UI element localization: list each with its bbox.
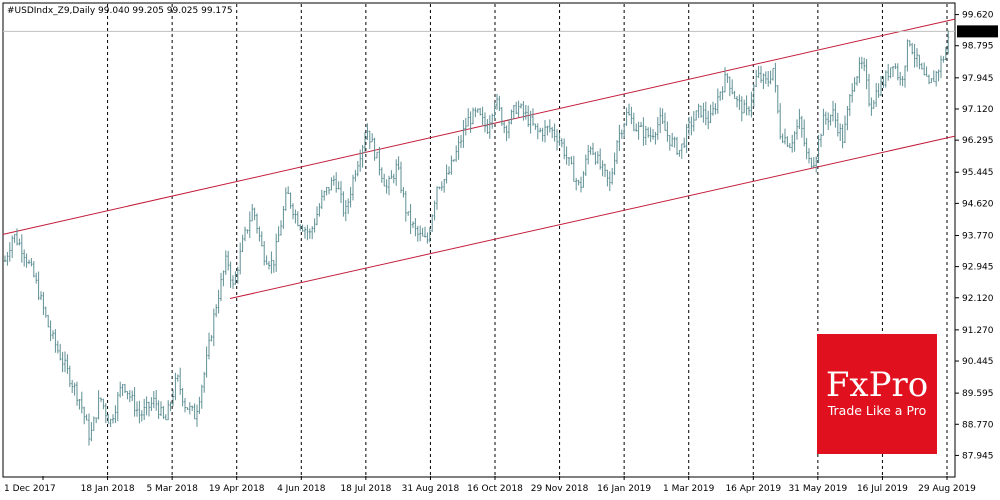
- y-tick-label: 98.795: [962, 42, 994, 52]
- price-badge-background: [957, 25, 998, 38]
- chart-frame: [2, 2, 956, 478]
- y-tick-label: 92.945: [962, 263, 994, 273]
- x-tick-label: 31 May 2019: [789, 484, 848, 494]
- fxpro-logo: FxPro Trade Like a Pro: [817, 334, 937, 454]
- x-tick-label: 16 Jul 2019: [857, 484, 908, 494]
- x-tick-label: 31 Aug 2018: [402, 484, 460, 494]
- x-tick-label: 16 Apr 2019: [725, 484, 781, 494]
- date-axis: 1 Dec 2017 18 Jan 2018 5 Mar 2018 19 Apr 20…: [4, 476, 976, 494]
- x-tick-label: 5 Mar 2018: [146, 484, 198, 494]
- channel-line: [229, 135, 956, 300]
- y-tick-label: 97.120: [962, 105, 994, 115]
- y-tick-label: 99.620: [962, 11, 994, 21]
- x-tick-label: 18 Jul 2018: [340, 484, 391, 494]
- y-tick-label: 91.270: [962, 326, 994, 336]
- chart-header: #USDIndx_Z9,Daily 99.040 99.205 99.025 9…: [7, 6, 233, 16]
- y-tick-label: 97.945: [962, 74, 994, 84]
- y-tick-label: 96.295: [962, 136, 994, 146]
- price-badge-label: 99.175: [960, 27, 992, 37]
- y-tick-label: 87.945: [962, 451, 994, 461]
- x-tick-label: 1 Mar 2019: [663, 484, 715, 494]
- y-tick-label: 89.595: [962, 389, 994, 399]
- trend-channel: [2, 18, 956, 300]
- logo-word: FxPro: [826, 365, 928, 405]
- y-tick-label: 90.445: [962, 357, 994, 367]
- x-tick-label: 29 Aug 2019: [918, 484, 976, 494]
- x-tick-label: 4 Jun 2018: [277, 484, 326, 494]
- y-tick-label: 94.620: [962, 199, 994, 209]
- logo-background: [817, 334, 937, 454]
- price-axis: 99.620 98.795 97.945 97.120 96.295 95.445 94.6…: [955, 11, 994, 461]
- x-tick-label: 1 Dec 2017: [4, 484, 56, 494]
- y-tick-label: 93.770: [962, 231, 994, 241]
- x-tick-label: 18 Jan 2018: [81, 484, 135, 494]
- y-tick-label: 88.770: [962, 420, 994, 430]
- x-tick-label: 29 Nov 2018: [531, 484, 589, 494]
- logo-tagline: Trade Like a Pro: [827, 403, 927, 418]
- y-tick-label: 92.120: [962, 294, 994, 304]
- channel-line: [2, 18, 956, 235]
- ohlc-bars: [4, 30, 950, 446]
- vertical-grid: [107, 4, 948, 476]
- x-tick-label: 16 Oct 2018: [467, 484, 523, 494]
- y-tick-label: 95.445: [962, 168, 994, 178]
- x-tick-label: 16 Jan 2019: [597, 484, 651, 494]
- x-tick-label: 19 Apr 2018: [209, 484, 265, 494]
- price-badge: 99.175: [957, 25, 998, 38]
